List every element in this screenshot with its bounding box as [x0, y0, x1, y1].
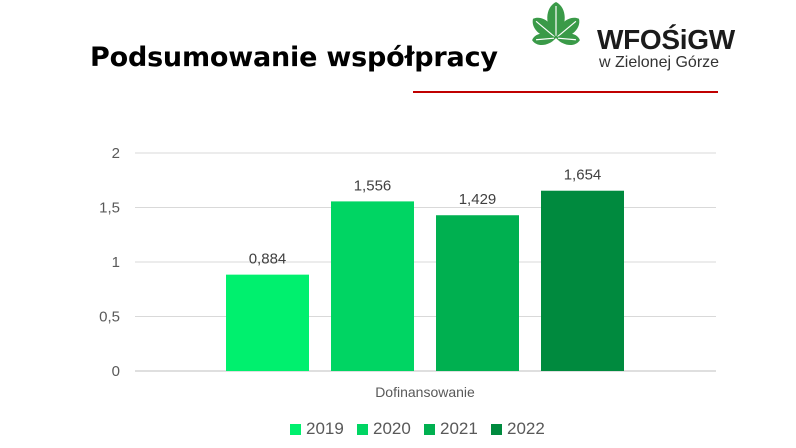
wfosigw-logo: WFOŚiGW w Zielonej Górze	[516, 0, 736, 71]
legend-swatch	[357, 424, 368, 435]
legend-label: 2022	[507, 419, 545, 438]
bar-2020	[331, 201, 414, 371]
chart-legend: 2019 2020 2021 2022	[0, 418, 796, 442]
data-label-2019: 0,884	[249, 251, 287, 268]
data-label-2020: 1,556	[354, 177, 392, 194]
legend-label: 2019	[306, 419, 344, 438]
y-tick-label: 1,5	[99, 200, 120, 217]
y-tick-label: 0	[112, 363, 120, 380]
y-tick-label: 2	[112, 145, 120, 162]
page-title: Podsumowanie współpracy	[90, 42, 498, 73]
legend-swatch	[424, 424, 435, 435]
y-tick-label: 1	[112, 254, 120, 271]
bar-2022	[541, 190, 624, 371]
chestnut-leaf-icon	[532, 2, 580, 45]
title-divider	[413, 91, 718, 93]
legend-swatch	[290, 424, 301, 435]
legend-swatch	[491, 424, 502, 435]
x-category-label: Dofinansowanie	[375, 384, 475, 400]
legend-label: 2021	[440, 419, 478, 438]
legend-label: 2020	[373, 419, 411, 438]
logo-subtitle: w Zielonej Górze	[599, 54, 720, 71]
y-tick-label: 0,5	[99, 309, 120, 326]
bar-2021	[436, 215, 519, 371]
data-label-2022: 1,654	[564, 167, 602, 184]
data-label-2021: 1,429	[459, 191, 497, 208]
logo-name: WFOŚiGW	[597, 24, 735, 55]
bar-2019	[226, 274, 309, 371]
